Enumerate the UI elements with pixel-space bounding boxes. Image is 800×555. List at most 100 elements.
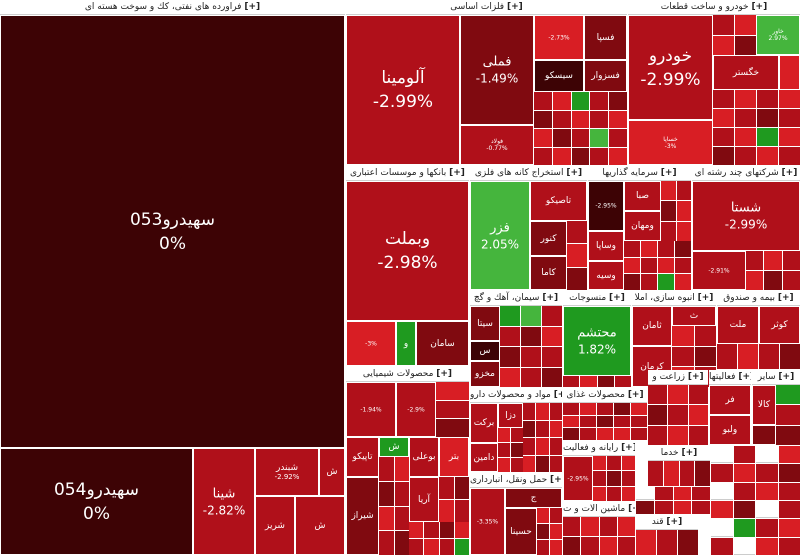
cell-khodro[interactable]: خودرو -2.99% — [628, 15, 713, 120]
cell-kala[interactable]: كالا — [752, 385, 776, 425]
sector-food-header[interactable]: محصولات غذاى [+] — [563, 388, 647, 403]
expand-icon[interactable]: [+] — [553, 390, 562, 400]
sector-multi-header[interactable]: شركتهاى چند رشته اى [+] — [692, 166, 800, 181]
sector-metals-header[interactable]: فلزات اساسى [+] — [346, 0, 627, 15]
expand-icon[interactable]: [+] — [681, 448, 698, 458]
cell-fasa[interactable]: فسپا — [584, 15, 627, 60]
cell-metals-s[interactable]: -2.73% — [534, 15, 584, 60]
sector-activity-header[interactable]: فعاليتها [+] — [709, 370, 751, 385]
cell-sabha[interactable]: صبا — [624, 181, 661, 211]
sector-other2[interactable]: خدما [+] — [648, 446, 710, 486]
cell-tasiko[interactable]: تاصيكو — [530, 181, 587, 221]
sector-machine[interactable]: ماشين الات و ت [+] — [563, 502, 635, 555]
sector-chem-header[interactable]: محصولات شيميايى [+] — [346, 367, 469, 382]
cell-far[interactable]: فر — [709, 385, 751, 415]
expand-icon[interactable]: [+] — [542, 293, 559, 303]
sector-mining-header[interactable]: استخراج كانه هاى فلزى [+] — [470, 166, 587, 181]
expand-icon[interactable]: [+] — [550, 475, 562, 485]
sector-transport-header[interactable]: حمل ونقل، انبارداری [+] — [470, 473, 562, 488]
cell-sisco[interactable]: سيسكو — [534, 60, 584, 92]
expand-icon[interactable]: [+] — [666, 517, 683, 527]
cell-kotor[interactable]: كوثر — [759, 306, 800, 344]
cell-barket[interactable]: بركت — [470, 403, 498, 443]
sector-invest-header[interactable]: سرمايه گذاريها [+] — [588, 166, 691, 181]
sector-fin-header[interactable]: ساير [+] — [752, 370, 800, 385]
expand-icon[interactable]: [+] — [244, 2, 261, 12]
cell-saman[interactable]: سامان — [416, 321, 469, 366]
sector-fin[interactable]: ساير [+] كالا — [752, 370, 800, 445]
cell-sh053[interactable]: سهيدرو053 0% — [0, 15, 345, 448]
sector-agri[interactable]: زراعت و [+] — [648, 370, 708, 445]
sector-mass[interactable]: انبوه سازى، املا [+] ث ثامان كرمان — [632, 291, 716, 387]
sector-cement[interactable]: سيمان، آهك و گچ [+] سيتا س مخزو — [470, 291, 562, 387]
expand-icon[interactable]: [+] — [621, 443, 635, 453]
sector-oil[interactable]: فراورده هاى نفتى، كك و سوخت هسته اى [+] … — [0, 0, 345, 555]
sector-invest[interactable]: سرمايه گذاريها [+] -2.95% صبا ومهان وساپ… — [588, 166, 691, 290]
cell-auto-kh[interactable] — [779, 55, 800, 90]
sector-other2-header[interactable]: خدما [+] — [648, 446, 710, 461]
cell-khegostar[interactable]: خگستر — [713, 55, 779, 90]
cell-it-s[interactable]: -2.95% — [563, 456, 593, 501]
sector-cement-header[interactable]: سيمان، آهك و گچ [+] — [470, 291, 562, 306]
cell-cem-s[interactable]: س — [470, 341, 500, 361]
cell-multi-s[interactable]: -2.91% — [692, 251, 746, 290]
sector-auto[interactable]: خودرو و ساخت قطعات [+] خودرو -2.99% خساپ… — [628, 0, 800, 165]
sector-insure[interactable]: بيمه و صندوق [+] ملت كوثر — [717, 291, 800, 369]
cell-shina[interactable]: شينا -2.82% — [193, 448, 255, 555]
expand-icon[interactable]: [+] — [507, 2, 523, 12]
sector-pharma-header[interactable]: مواد و محصولات دارو [+] — [470, 388, 562, 403]
cell-shariz[interactable]: شريز — [255, 496, 295, 555]
cell-vbemellat[interactable]: وبملت -2.98% — [346, 181, 469, 321]
cell-vmehan[interactable]: ومهان — [624, 211, 661, 241]
cell-bouali[interactable]: بوعلى — [409, 437, 439, 477]
cell-alumina[interactable]: آلومينا -2.99% — [346, 15, 460, 165]
cell-shabandar[interactable]: شبندر -2.92% — [255, 448, 319, 496]
sector-textile-header[interactable]: منسوجات [+] — [563, 291, 631, 306]
sector-auto-header[interactable]: خودرو و ساخت قطعات [+] — [628, 0, 800, 15]
sector-insure-header[interactable]: بيمه و صندوق [+] — [717, 291, 800, 306]
expand-icon[interactable]: [+] — [628, 504, 635, 514]
sector-agri-header[interactable]: زراعت و [+] — [648, 370, 708, 385]
cell-fazar[interactable]: فزر 2.05% — [470, 181, 530, 290]
cell-mellat[interactable]: ملت — [717, 306, 759, 344]
cell-chem-s2[interactable]: -2.9% — [396, 382, 436, 437]
expand-icon[interactable]: [+] — [660, 168, 677, 178]
sector-machine-header[interactable]: ماشين الات و ت [+] — [563, 502, 635, 517]
cell-sh054[interactable]: سهيدرو054 0% — [0, 448, 193, 555]
sector-textile[interactable]: منسوجات [+] محتشم 1.82% — [563, 291, 631, 387]
expand-icon[interactable]: [+] — [738, 372, 751, 382]
expand-icon[interactable]: [+] — [449, 168, 465, 178]
sector-banks-header[interactable]: بانكها و موسسات اعتبارى [+] — [346, 166, 469, 181]
expand-icon[interactable]: [+] — [609, 293, 625, 303]
sector-mining[interactable]: استخراج كانه هاى فلزى [+] فزر 2.05% تاصي… — [470, 166, 587, 290]
sector-mass-header[interactable]: انبوه سازى، املا [+] — [632, 291, 716, 306]
expand-icon[interactable]: [+] — [697, 293, 714, 303]
sector-banks[interactable]: بانكها و موسسات اعتبارى [+] وبملت -2.98%… — [346, 166, 469, 366]
cell-chem-s1[interactable]: -1.94% — [346, 382, 396, 437]
cell-fin-extra[interactable] — [752, 425, 776, 445]
cell-kama[interactable]: كاما — [530, 256, 567, 290]
sector-pharma[interactable]: مواد و محصولات دارو [+] بركت دامين دزا — [470, 388, 562, 472]
cell-ddaza[interactable]: دزا — [498, 403, 523, 428]
cell-batr[interactable]: بتر — [439, 437, 469, 477]
sector-activity[interactable]: فعاليتها [+] فر ولبو — [709, 370, 751, 445]
cell-vbo[interactable]: ولبو — [709, 415, 751, 445]
sector-it[interactable]: رايانه و فعاليت [+] -2.95% — [563, 441, 635, 501]
cell-damin[interactable]: دامين — [470, 443, 498, 472]
cell-oil-sh1[interactable]: ش — [319, 448, 345, 496]
expand-icon[interactable]: [+] — [777, 293, 794, 303]
sector-chem[interactable]: محصولات شيميايى [+] -1.94% -2.9% تاپيكو … — [346, 367, 469, 555]
cell-chem-sh[interactable]: ش — [379, 437, 409, 457]
cell-auto-s1[interactable]: خاور 2.97% — [756, 15, 800, 55]
sector-food[interactable]: محصولات غذاى [+] — [563, 388, 647, 440]
sector-oil-header[interactable]: فراورده هاى نفتى، كك و سوخت هسته اى [+] — [0, 0, 345, 15]
cell-bank-s[interactable]: -3% — [346, 321, 396, 366]
cell-bank-v[interactable]: و — [396, 321, 416, 366]
cell-kaltor[interactable]: كنور — [530, 221, 567, 256]
sector-other1-header[interactable]: قند [+] — [636, 515, 698, 530]
cell-tr-j[interactable]: ج — [505, 488, 562, 508]
cell-mass-t[interactable]: ث — [672, 306, 716, 326]
cell-sita[interactable]: سيتا — [470, 306, 500, 341]
expand-icon[interactable]: [+] — [436, 369, 453, 379]
cell-hassna[interactable]: حسينا — [505, 508, 537, 555]
